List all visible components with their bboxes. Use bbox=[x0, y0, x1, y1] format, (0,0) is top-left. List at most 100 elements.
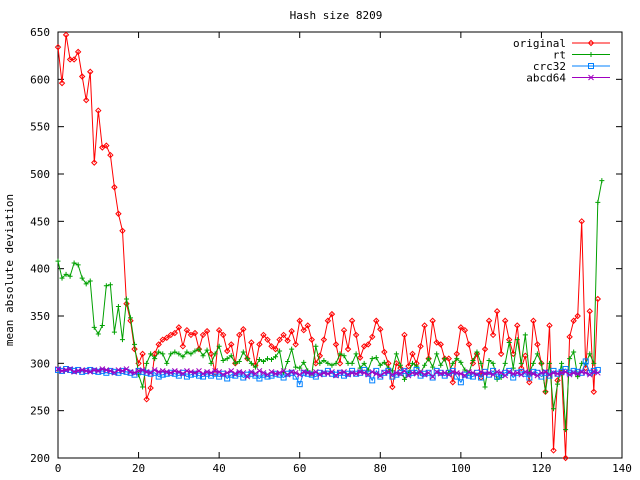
data-point bbox=[341, 368, 347, 375]
data-point bbox=[91, 324, 97, 330]
data-point bbox=[180, 370, 186, 377]
data-point bbox=[256, 375, 263, 382]
data-point bbox=[296, 371, 303, 378]
data-point bbox=[284, 337, 291, 344]
data-point bbox=[361, 369, 368, 376]
data-point bbox=[292, 369, 299, 376]
data-point bbox=[550, 447, 557, 454]
data-point bbox=[369, 377, 376, 384]
data-point bbox=[184, 349, 190, 355]
data-point bbox=[410, 360, 416, 366]
data-point bbox=[405, 362, 412, 370]
data-point bbox=[518, 371, 525, 378]
data-point bbox=[288, 327, 295, 335]
data-point bbox=[167, 369, 174, 376]
data-point bbox=[248, 339, 255, 346]
data-point bbox=[244, 373, 251, 380]
data-point bbox=[474, 349, 480, 355]
data-point bbox=[482, 384, 488, 390]
data-point bbox=[389, 371, 396, 378]
data-point bbox=[321, 357, 327, 363]
data-point bbox=[486, 357, 492, 363]
data-point bbox=[208, 369, 214, 376]
data-point bbox=[308, 370, 315, 377]
data-point bbox=[248, 368, 255, 375]
chart-title: Hash size 8209 bbox=[290, 9, 383, 22]
data-point bbox=[127, 317, 134, 324]
data-point bbox=[264, 356, 270, 362]
data-point bbox=[422, 362, 428, 368]
y-tick-label: 400 bbox=[30, 263, 50, 276]
data-point bbox=[546, 322, 553, 329]
data-point bbox=[176, 351, 182, 357]
data-point bbox=[199, 331, 207, 339]
data-point bbox=[115, 210, 122, 217]
data-point bbox=[87, 368, 94, 375]
data-point bbox=[336, 360, 344, 367]
data-point bbox=[132, 341, 138, 347]
data-point bbox=[317, 371, 323, 378]
data-point bbox=[207, 350, 215, 358]
data-point bbox=[324, 317, 332, 324]
data-point bbox=[216, 343, 222, 349]
data-point bbox=[159, 336, 166, 343]
data-point bbox=[534, 351, 540, 357]
data-point bbox=[276, 369, 283, 376]
data-point bbox=[595, 199, 601, 205]
data-point bbox=[301, 359, 307, 365]
data-point bbox=[297, 365, 303, 371]
data-point bbox=[385, 368, 392, 375]
data-point bbox=[220, 371, 227, 378]
x-tick-label: 0 bbox=[55, 462, 62, 475]
data-point bbox=[284, 371, 291, 378]
data-point bbox=[75, 262, 81, 268]
data-point bbox=[308, 336, 316, 343]
data-point bbox=[236, 358, 242, 364]
axis-ticks: 0 20 40 60 80 100 120 140 200 250 300 350 400 450 500 5… bbox=[30, 26, 632, 475]
data-point bbox=[204, 347, 210, 353]
x-tick-label: 40 bbox=[213, 462, 226, 475]
data-point bbox=[469, 360, 477, 367]
data-point bbox=[377, 372, 384, 379]
data-point bbox=[417, 343, 424, 350]
data-point bbox=[369, 333, 376, 341]
data-point bbox=[312, 368, 319, 375]
data-point bbox=[438, 362, 444, 368]
data-point bbox=[240, 349, 246, 355]
data-point bbox=[183, 326, 191, 334]
y-tick-label: 200 bbox=[30, 452, 50, 465]
data-point bbox=[74, 48, 82, 56]
data-point bbox=[148, 351, 154, 357]
data-point bbox=[470, 369, 476, 376]
x-tick-label: 140 bbox=[612, 462, 632, 475]
data-point bbox=[498, 369, 504, 376]
data-point bbox=[450, 360, 456, 366]
data-point bbox=[59, 275, 65, 281]
legend-label: rt bbox=[553, 49, 566, 62]
data-point bbox=[449, 379, 457, 386]
data-point bbox=[377, 362, 383, 368]
data-point bbox=[264, 371, 271, 378]
data-point bbox=[421, 322, 428, 329]
data-point bbox=[147, 384, 154, 392]
data-point bbox=[457, 324, 465, 331]
data-point bbox=[478, 368, 484, 375]
data-point bbox=[369, 368, 376, 375]
data-point bbox=[546, 360, 552, 366]
data-point bbox=[538, 360, 544, 366]
data-point bbox=[139, 367, 146, 373]
data-point bbox=[111, 184, 118, 191]
data-point bbox=[268, 343, 275, 350]
data-point bbox=[300, 326, 307, 334]
data-point bbox=[87, 278, 93, 284]
data-point bbox=[574, 370, 581, 377]
data-point bbox=[317, 360, 323, 366]
data-point bbox=[159, 371, 166, 378]
data-point bbox=[264, 336, 271, 343]
data-point bbox=[401, 331, 408, 339]
data-point bbox=[293, 364, 299, 370]
data-point bbox=[256, 368, 263, 374]
data-point bbox=[461, 326, 469, 334]
series-group bbox=[54, 31, 605, 462]
